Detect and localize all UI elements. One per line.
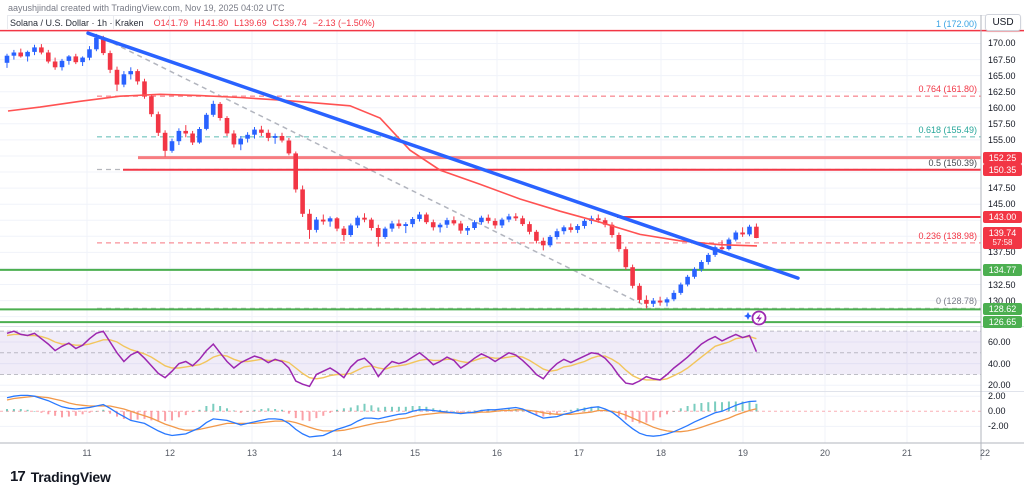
symbol-info-bar[interactable]: Solana / U.S. Dollar · 1h · Kraken O141.7…: [10, 18, 381, 28]
time-axis-label: 13: [246, 448, 258, 458]
price-axis-tick: 170.00: [988, 38, 1016, 49]
fib-level-label: 0.5 (150.39): [928, 157, 977, 168]
price-axis-tick: 162.50: [988, 86, 1016, 97]
price-axis-tick: 145.00: [988, 199, 1016, 210]
time-axis-label: 11: [82, 448, 92, 458]
ohlc-high: H141.80: [194, 18, 229, 28]
fib-level-label: 0 (128.78): [935, 296, 977, 307]
price-axis-badge: 134.77: [983, 263, 1022, 276]
symbol-title[interactable]: Solana / U.S. Dollar · 1h · Kraken: [10, 18, 144, 28]
time-axis-label: 17: [573, 448, 585, 458]
time-axis-label: 20: [819, 448, 831, 458]
macd-axis-tick: -2.00: [988, 421, 1009, 432]
price-axis-tick: 160.00: [988, 102, 1016, 113]
cell-divider: [113, 16, 114, 29]
fib-level-label: 1 (172.00): [935, 18, 977, 29]
macd-axis-tick: 0.00: [988, 406, 1006, 417]
fib-level-label: 0.764 (161.80): [918, 84, 977, 95]
fib-level-label: 0.618 (155.49): [918, 124, 977, 135]
tradingview-logo-mark-icon: 17: [10, 468, 26, 485]
time-axis-label: 16: [491, 448, 503, 458]
ohlc-low: L139.69: [234, 18, 267, 28]
price-axis-badge: 150.35: [983, 163, 1022, 176]
price-axis-badge: 152.25: [983, 151, 1022, 164]
macd-axis-tick: 2.00: [988, 391, 1006, 402]
price-axis-tick: 155.00: [988, 134, 1016, 145]
time-axis-label: 12: [164, 448, 176, 458]
price-axis-tick: 137.50: [988, 247, 1016, 258]
rsi-axis-tick: 60.00: [988, 336, 1011, 347]
currency-toggle-button[interactable]: USD: [985, 14, 1021, 31]
time-axis-label: 18: [655, 448, 667, 458]
price-axis-tick: 167.50: [988, 54, 1016, 65]
price-axis-tick: 130.00: [988, 295, 1016, 306]
price-axis-tick: 132.50: [988, 279, 1016, 290]
price-axis-tick: 147.50: [988, 183, 1016, 194]
bar-countdown: 57:58: [992, 237, 1013, 247]
tradingview-logo-text: TradingView: [30, 468, 111, 485]
time-axis-label: 19: [737, 448, 749, 458]
tradingview-logo[interactable]: 17 TradingView: [10, 468, 111, 485]
ohlc-open: O141.79: [153, 18, 189, 28]
cell-divider: [169, 16, 170, 29]
time-axis-label: 22: [979, 448, 991, 458]
price-axis-badge: 143.00: [983, 211, 1022, 224]
ohlc-change: −2.13 (−1.50%): [312, 18, 375, 28]
price-axis-badge: 128.62: [983, 303, 1022, 316]
rsi-axis-tick: 20.00: [988, 380, 1011, 391]
time-axis-label: 14: [331, 448, 343, 458]
price-axis-tick: 165.00: [988, 70, 1016, 81]
price-axis-tick: 157.50: [988, 118, 1016, 129]
credit-text: aayushjindal created with TradingView.co…: [8, 3, 285, 13]
header-divider: [7, 15, 1017, 16]
cell-divider: [7, 16, 8, 29]
time-axis-label: 21: [901, 448, 913, 458]
fib-level-label: 0.236 (138.98): [918, 230, 977, 241]
time-axis-label: 15: [409, 448, 421, 458]
price-axis-badge: 139.74 57:58: [983, 226, 1022, 249]
rsi-axis-tick: 40.00: [988, 358, 1011, 369]
ohlc-close: C139.74: [272, 18, 307, 28]
price-axis-badge: 126.65: [983, 316, 1022, 329]
